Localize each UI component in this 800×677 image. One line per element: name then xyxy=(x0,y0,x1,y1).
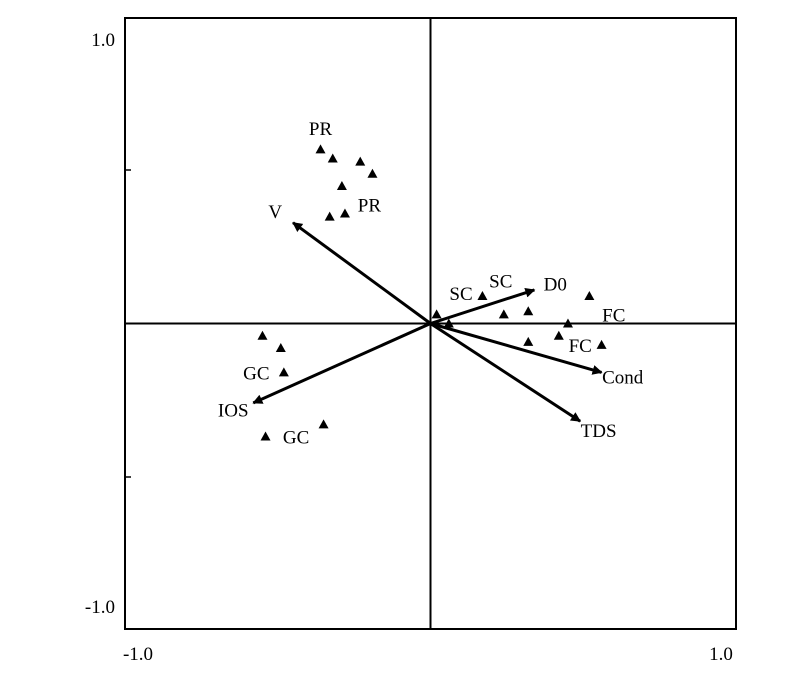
vector-label-tds: TDS xyxy=(581,421,617,442)
label-group: V IOS D0 Cond TDS PR PR SC SC FC FC GC GC xyxy=(218,119,644,449)
data-point-marker xyxy=(596,339,607,349)
vector-label-cond: Cond xyxy=(602,367,644,388)
group-label-pr: PR xyxy=(358,195,382,216)
vector-label-ios: IOS xyxy=(218,400,249,421)
group-label-gc: GC xyxy=(283,428,309,449)
y-tick-label-top: 1.0 xyxy=(91,30,115,51)
vector-arrow-d0 xyxy=(430,287,536,325)
data-point-marker xyxy=(431,309,442,319)
data-point-marker xyxy=(318,419,329,429)
data-point-marker xyxy=(562,318,573,328)
data-point-marker xyxy=(327,153,338,163)
data-point-marker xyxy=(443,318,454,328)
x-tick-label-left: -1.0 xyxy=(123,644,153,665)
data-point-marker xyxy=(477,291,488,301)
point-group xyxy=(257,144,607,441)
data-point-marker xyxy=(553,330,564,340)
data-point-marker xyxy=(339,208,350,218)
data-point-marker xyxy=(523,306,534,316)
data-point-marker xyxy=(584,291,595,301)
vector-arrow-tds xyxy=(429,322,582,423)
data-point-marker xyxy=(315,144,326,154)
group-label-sc: SC xyxy=(489,272,512,293)
group-label-gc: GC xyxy=(243,363,269,384)
group-label-pr: PR xyxy=(309,119,333,140)
vector-arrow-v xyxy=(292,221,432,325)
group-label-fc: FC xyxy=(602,305,625,326)
data-point-marker xyxy=(275,342,286,352)
data-point-marker xyxy=(260,431,271,441)
data-point-marker xyxy=(278,367,289,377)
vector-arrow-cond xyxy=(430,322,603,375)
data-point-marker xyxy=(336,181,347,191)
group-label-fc: FC xyxy=(569,336,592,357)
data-point-marker xyxy=(355,156,366,166)
data-point-marker xyxy=(523,336,534,346)
data-point-marker xyxy=(257,330,268,340)
y-tick-label-bottom: -1.0 xyxy=(85,597,115,618)
vector-arrow-ios xyxy=(252,322,432,405)
x-tick-label-right: 1.0 xyxy=(709,644,733,665)
data-point-marker xyxy=(324,211,335,221)
vector-label-d0: D0 xyxy=(544,274,567,295)
data-point-marker xyxy=(498,309,509,319)
vector-group xyxy=(252,221,603,423)
vector-label-v: V xyxy=(268,202,282,223)
data-point-marker xyxy=(367,168,378,178)
group-label-sc: SC xyxy=(449,284,472,305)
